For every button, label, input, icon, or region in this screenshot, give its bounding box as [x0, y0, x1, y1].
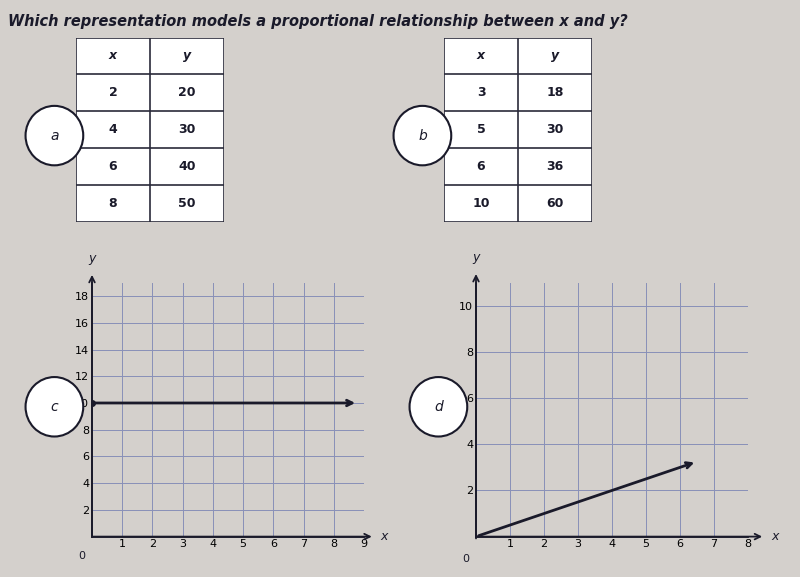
Text: 36: 36 — [546, 160, 564, 173]
Text: 40: 40 — [178, 160, 196, 173]
Text: 3: 3 — [477, 87, 486, 99]
Text: y: y — [183, 50, 191, 62]
Text: 30: 30 — [178, 123, 196, 136]
Text: a: a — [50, 129, 58, 143]
Text: 20: 20 — [178, 87, 196, 99]
Text: 5: 5 — [477, 123, 486, 136]
Circle shape — [26, 377, 83, 437]
Text: 18: 18 — [546, 87, 564, 99]
Text: x: x — [381, 530, 388, 543]
Text: 60: 60 — [546, 197, 564, 210]
Text: 50: 50 — [178, 197, 196, 210]
Text: x: x — [109, 50, 117, 62]
Text: d: d — [434, 400, 442, 414]
Text: 4: 4 — [109, 123, 118, 136]
Circle shape — [394, 106, 451, 166]
Text: 8: 8 — [109, 197, 118, 210]
Text: x: x — [477, 50, 485, 62]
Text: b: b — [418, 129, 426, 143]
Text: 2: 2 — [109, 87, 118, 99]
Text: 0: 0 — [78, 551, 85, 561]
Text: y: y — [88, 252, 96, 265]
Text: 0: 0 — [462, 554, 470, 564]
Circle shape — [26, 106, 83, 166]
Circle shape — [410, 377, 467, 437]
Text: 10: 10 — [472, 197, 490, 210]
Text: 6: 6 — [477, 160, 486, 173]
Text: x: x — [772, 530, 779, 543]
Text: c: c — [50, 400, 58, 414]
Text: y: y — [551, 50, 559, 62]
Text: y: y — [472, 251, 480, 264]
Text: 30: 30 — [546, 123, 564, 136]
Text: Which representation models a proportional relationship between x and y?: Which representation models a proportion… — [8, 14, 628, 29]
Text: 6: 6 — [109, 160, 118, 173]
